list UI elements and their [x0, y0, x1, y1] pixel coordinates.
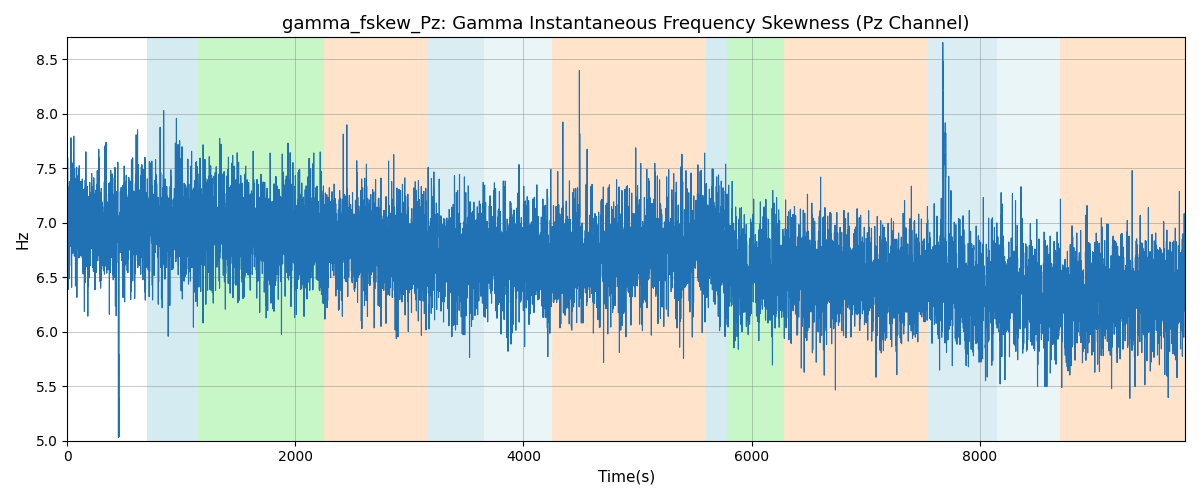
Title: gamma_fskew_Pz: Gamma Instantaneous Frequency Skewness (Pz Channel): gamma_fskew_Pz: Gamma Instantaneous Freq…	[282, 15, 970, 34]
Bar	[324, 38, 426, 440]
Bar	[929, 38, 997, 440]
Bar	[484, 38, 552, 440]
Bar	[784, 38, 929, 440]
Y-axis label: Hz: Hz	[16, 230, 30, 249]
Bar	[1060, 38, 1186, 440]
Bar	[552, 38, 706, 440]
Bar	[426, 38, 484, 440]
Bar	[997, 38, 1060, 440]
Bar	[198, 38, 324, 440]
Bar	[726, 38, 784, 440]
Bar	[148, 38, 198, 440]
Bar	[706, 38, 726, 440]
X-axis label: Time(s): Time(s)	[598, 470, 655, 485]
